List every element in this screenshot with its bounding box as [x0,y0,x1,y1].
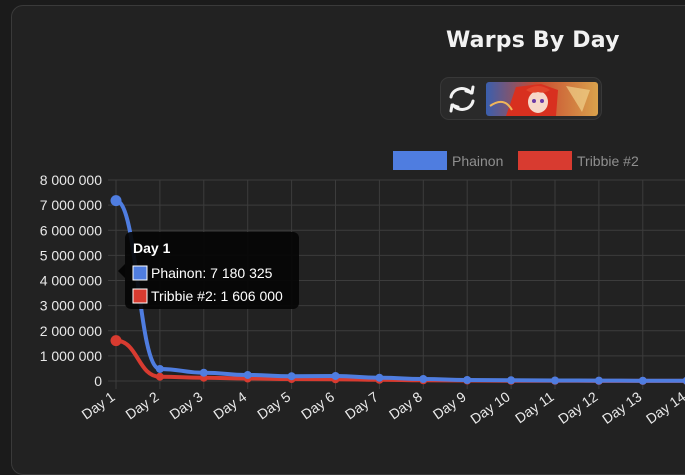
y-tick-label: 1 000 000 [40,348,102,364]
tooltip-pointer [118,264,125,278]
y-tick-label: 8 000 000 [40,172,102,188]
legend-swatch [518,151,572,170]
data-point [288,372,296,380]
x-tick-label: Day 5 [254,388,293,422]
tooltip-swatch [133,266,147,280]
y-axis: 8 000 000 7 000 000 6 000 000 5 000 000 4 00… [40,172,103,389]
x-tick-label: Day 11 [512,388,557,426]
y-tick-label: 7 000 000 [40,197,102,213]
data-point [111,335,122,346]
data-point [419,375,427,383]
data-point [639,377,647,385]
data-point [156,373,164,381]
x-tick-label: Day 4 [210,388,249,422]
data-point [463,376,471,384]
y-tick-label: 2 000 000 [40,323,102,339]
data-point [551,376,559,384]
data-point [156,365,164,373]
tooltip-swatch [133,289,147,303]
x-tick-label: Day 6 [298,388,337,422]
legend: Phainon Tribbie #2 [393,151,639,170]
x-tick-label: Day 7 [342,388,381,422]
x-tick-label: Day 2 [122,388,161,422]
x-tick-label: Day 14 [643,388,685,427]
legend-label: Tribbie #2 [577,153,639,169]
y-tick-label: 5 000 000 [40,247,102,263]
data-point [375,374,383,382]
data-point [111,195,122,206]
x-tick-label: Day 10 [467,388,513,427]
x-tick-label: Day 9 [430,388,469,422]
legend-swatch [393,151,447,170]
y-tick-label: 6 000 000 [40,222,102,238]
legend-label: Phainon [452,153,503,169]
data-point [595,377,603,385]
x-tick-label: Day 8 [386,388,425,422]
y-tick-label: 4 000 000 [40,273,102,289]
y-tick-label: 0 [94,373,102,389]
data-point [507,376,515,384]
tooltip-line: Phainon: 7 180 325 [151,265,273,281]
x-tick-label: Day 13 [599,388,645,427]
x-tick-label: Day 12 [555,388,601,427]
tooltip: Day 1 Phainon: 7 180 325 Tribbie #2: 1 606… [118,232,299,309]
tooltip-line: Tribbie #2: 1 606 000 [151,288,283,304]
line-chart: 8 000 000 7 000 000 6 000 000 5 000 000 4 00… [0,0,685,461]
y-tick-label: 3 000 000 [40,298,102,314]
x-tick-label: Day 3 [166,388,205,422]
tooltip-title: Day 1 [133,240,171,256]
data-point [244,371,252,379]
data-point [332,372,340,380]
data-point [200,369,208,377]
x-tick-label: Day 1 [79,388,118,422]
